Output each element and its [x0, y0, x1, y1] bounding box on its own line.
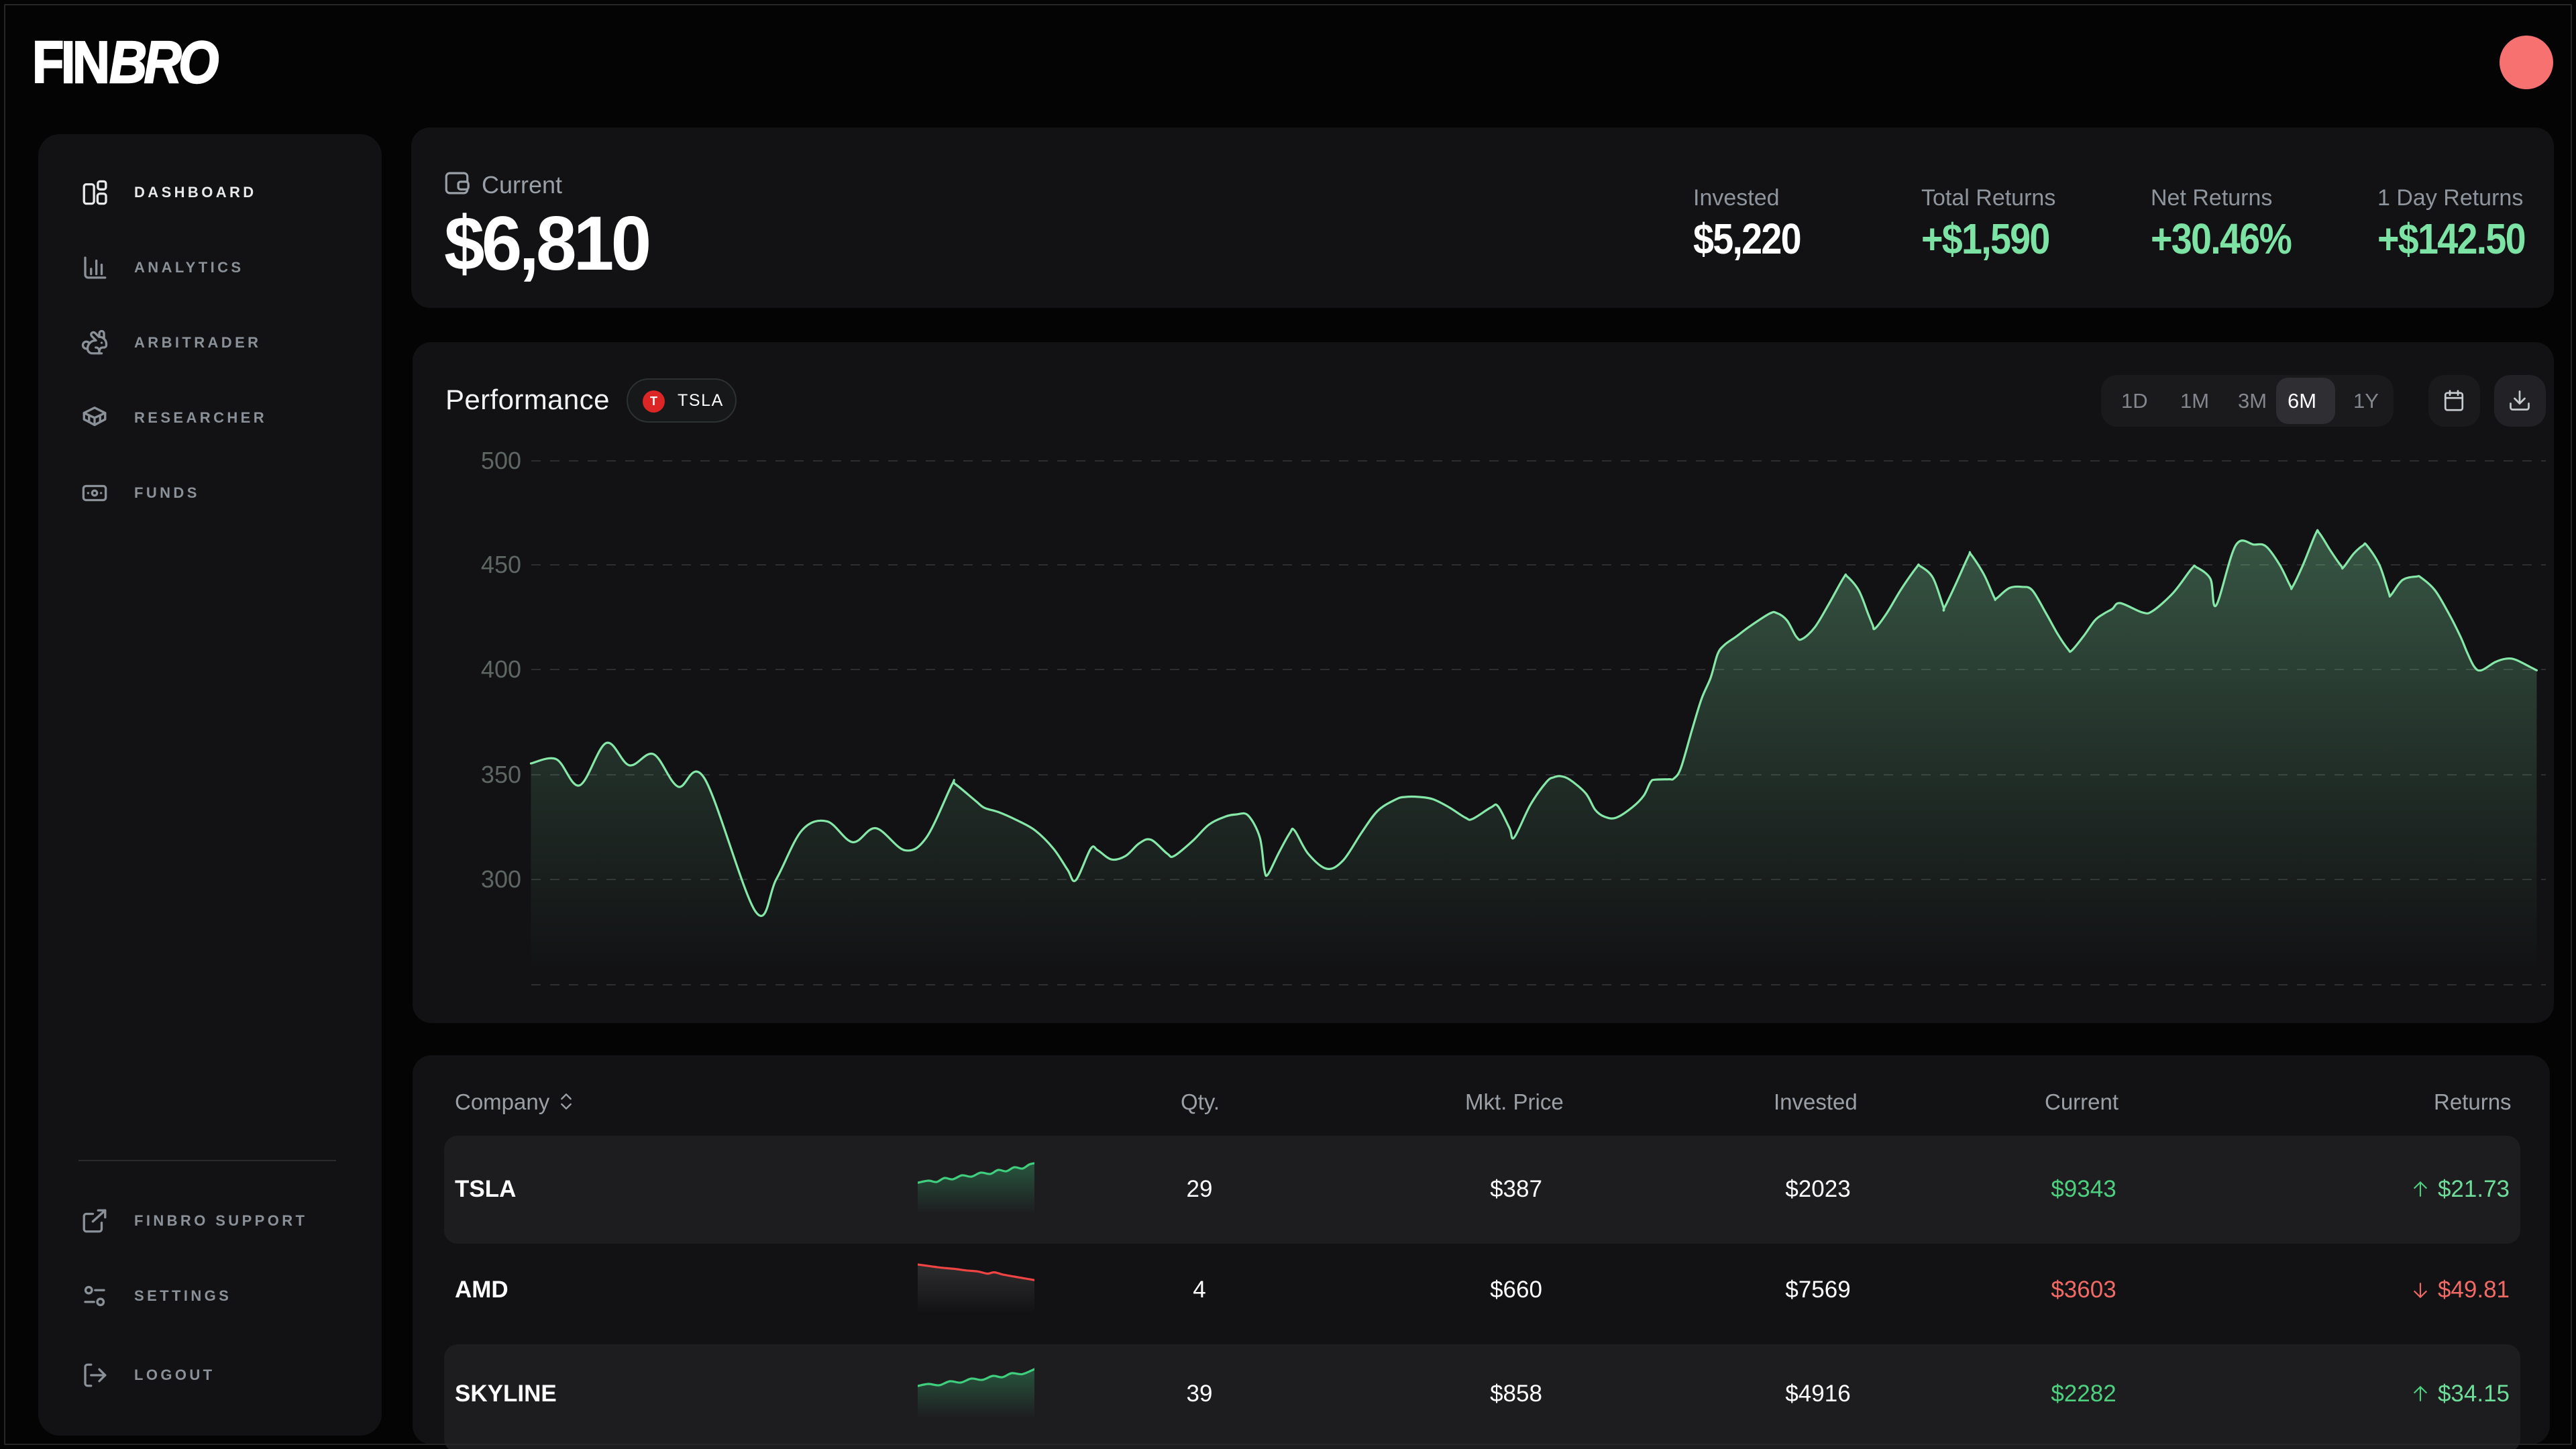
svg-text:500: 500 [481, 447, 521, 474]
svg-text:350: 350 [481, 761, 521, 788]
svg-text:400: 400 [481, 655, 521, 683]
svg-text:300: 300 [481, 865, 521, 893]
svg-text:450: 450 [481, 551, 521, 578]
